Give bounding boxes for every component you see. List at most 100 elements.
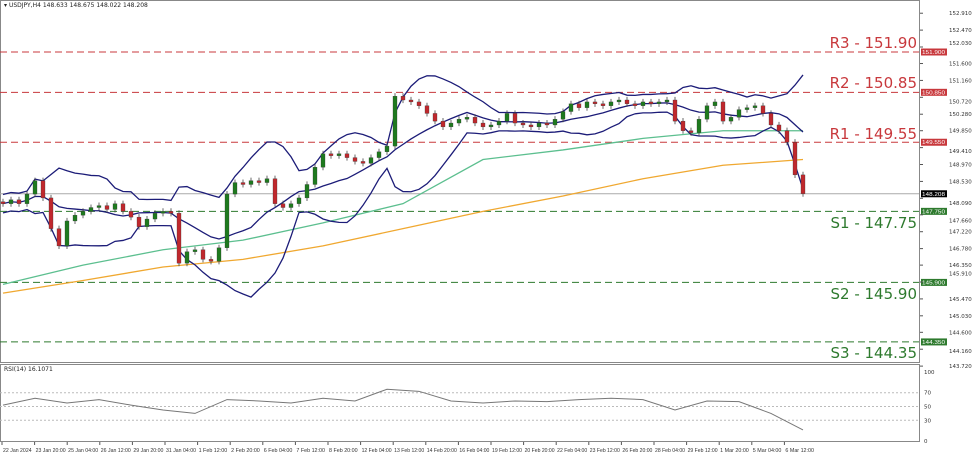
candle-bull <box>336 153 342 156</box>
candle-bull <box>32 180 38 195</box>
candle-bear <box>200 249 206 260</box>
candle-bear <box>176 213 182 264</box>
price-tick-label: 149.850 <box>949 129 972 135</box>
candle-bull <box>728 117 734 122</box>
rsi-line <box>2 388 804 431</box>
level-label-r1: R1 - 149.55 <box>829 125 917 143</box>
time-tick-label: 20 Feb 20:00 <box>525 448 555 454</box>
rsi-tick-label: 100 <box>924 370 935 376</box>
time-tick-label: 22 Feb 04:00 <box>557 448 587 454</box>
price-pane <box>0 0 920 363</box>
price-tick-label: 150.720 <box>949 99 972 105</box>
level-axis-label-s2: 145.900 <box>922 280 945 286</box>
candle-bull <box>384 145 390 152</box>
level-axis-box-s1 <box>921 207 947 215</box>
candle-bull <box>488 124 494 128</box>
candle-bull <box>304 184 310 199</box>
candle-bull <box>704 105 710 120</box>
time-tick-label: 26 Jan 12:00 <box>101 448 131 454</box>
bollinger-middle-band <box>2 102 804 240</box>
candle-bear <box>600 103 606 106</box>
candle-bear <box>40 180 46 199</box>
close-value: 148.208 <box>123 2 148 9</box>
time-tick-label: 1 Mar 20:00 <box>720 448 749 454</box>
level-label-s1: S1 - 147.75 <box>830 214 918 232</box>
candle-bull <box>496 120 502 126</box>
candle-bear <box>416 101 422 106</box>
candle-bear <box>472 117 478 124</box>
candle-bear <box>440 120 446 128</box>
candle-bull <box>504 113 510 122</box>
level-axis-box-s2 <box>921 278 947 286</box>
candle-bear <box>408 99 414 103</box>
candle-bull <box>88 207 94 212</box>
collapse-triangle-icon[interactable]: ▾ <box>4 2 8 9</box>
candle-bull <box>368 157 374 164</box>
time-tick-label: 6 Feb 04:00 <box>264 448 293 454</box>
price-tick-label: 147.660 <box>949 218 972 224</box>
candle-bull <box>464 117 470 120</box>
time-tick-label: 22 Jan 2024 <box>3 448 32 454</box>
rsi-tick-label: 0 <box>924 439 928 445</box>
level-label-s2: S2 - 145.90 <box>830 285 918 303</box>
candle-bull <box>80 211 86 216</box>
candle-bull <box>608 101 614 106</box>
low-value: 148.022 <box>96 2 122 9</box>
time-tick-label: 19 Feb 12:00 <box>492 448 522 454</box>
candle-bear <box>48 197 54 229</box>
price-tick-label: 149.410 <box>949 149 972 155</box>
price-tick-label: 143.720 <box>949 364 972 370</box>
candle-bear <box>632 103 638 106</box>
level-axis-label-r2: 150.850 <box>922 90 945 96</box>
price-tick-label: 145.910 <box>949 271 972 277</box>
price-tick-label: 148.090 <box>949 201 972 207</box>
candle-bull <box>752 105 758 108</box>
level-label-r2: R2 - 150.85 <box>829 74 917 92</box>
candle-bull <box>296 197 302 204</box>
candle-bear <box>424 105 430 114</box>
candle-bull <box>584 101 590 108</box>
candle-bear <box>272 178 278 204</box>
candle-bear <box>528 124 534 128</box>
candle-bull <box>696 119 702 133</box>
bollinger-lower-band <box>2 111 804 298</box>
candle-bull <box>320 153 326 168</box>
candle-bear <box>792 142 798 176</box>
time-tick-label: 29 Feb 12:00 <box>688 448 718 454</box>
candle-bear <box>776 124 782 131</box>
price-tick-label: 146.780 <box>949 247 972 253</box>
candle-bull <box>736 109 742 118</box>
candle-bull <box>192 249 198 252</box>
time-tick-label: 16 Feb 04:00 <box>459 448 489 454</box>
price-tick-label: 148.530 <box>949 179 972 185</box>
candle-bull <box>232 182 238 195</box>
level-axis-box-r2 <box>921 88 947 96</box>
candle-bull <box>312 167 318 185</box>
open-value: 148.633 <box>42 2 68 9</box>
candle-bull <box>72 215 78 222</box>
time-tick-label: 13 Feb 12:00 <box>394 448 424 454</box>
candle-bull <box>656 101 662 104</box>
time-tick-label: 31 Jan 04:00 <box>166 448 196 454</box>
candle-bear <box>208 259 214 262</box>
time-tick-label: 23 Jan 20:00 <box>36 448 66 454</box>
price-tick-label: 152.910 <box>949 11 972 17</box>
candle-bull <box>448 122 454 128</box>
candle-bear <box>360 161 366 164</box>
time-tick-label: 2 Feb 20:00 <box>231 448 260 454</box>
candle-bull <box>456 119 462 124</box>
high-value: 148.675 <box>69 2 95 9</box>
time-tick-label: 1 Feb 12:00 <box>199 448 228 454</box>
rsi-tick-label: 70 <box>924 391 931 397</box>
candle-bear <box>512 113 518 124</box>
candle-bear <box>280 203 286 208</box>
time-tick-label: 23 Feb 12:00 <box>590 448 620 454</box>
level-axis-box-s3 <box>921 338 947 346</box>
candle-bear <box>624 99 630 104</box>
time-tick-label: 6 Mar 12:00 <box>785 448 814 454</box>
candle-bear <box>56 228 62 247</box>
level-axis-label-r3: 151.900 <box>922 50 945 56</box>
time-tick-label: 12 Feb 04:00 <box>362 448 392 454</box>
candle-bull <box>8 199 14 204</box>
